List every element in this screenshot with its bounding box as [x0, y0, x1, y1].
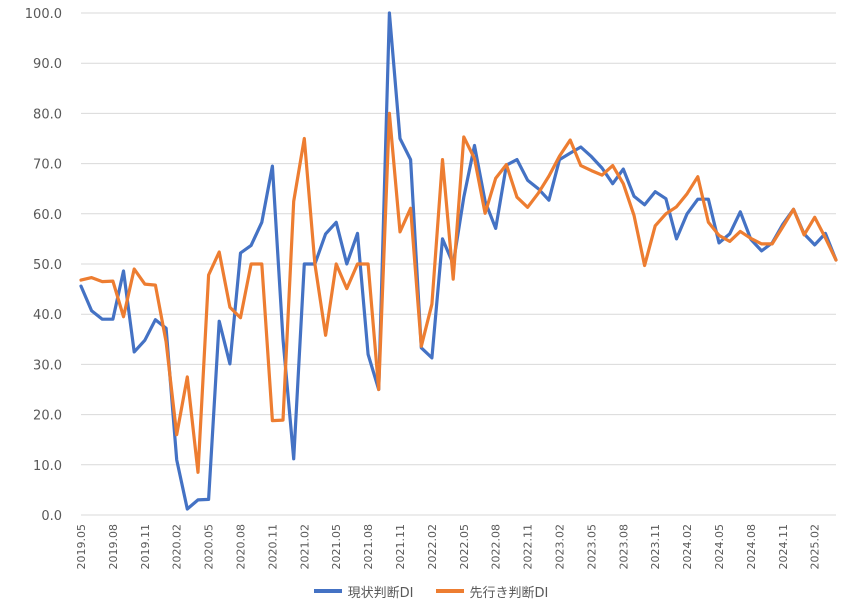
x-tick-label: 2023.11	[649, 524, 662, 570]
x-tick-label: 2019.08	[107, 524, 120, 570]
x-tick-label: 2024.05	[713, 524, 726, 570]
y-tick-label: 20.0	[33, 409, 62, 424]
x-tick-label: 2019.05	[75, 524, 88, 570]
y-tick-label: 70.0	[33, 158, 62, 173]
y-tick-label: 100.0	[25, 7, 62, 22]
legend-label-series-0: 現状判断DI	[347, 585, 414, 601]
y-tick-label: 60.0	[33, 208, 62, 223]
legend: 現状判断DI 先行き判断DI	[0, 580, 862, 602]
x-tick-label: 2024.11	[777, 524, 790, 570]
y-tick-label: 90.0	[33, 57, 62, 72]
legend-item-series-0: 現状判断DI	[313, 582, 414, 601]
x-tick-label: 2023.08	[617, 524, 630, 570]
x-tick-label: 2025.02	[809, 524, 822, 570]
x-tick-label: 2020.05	[203, 524, 216, 570]
y-tick-label: 40.0	[33, 308, 62, 323]
x-tick-label: 2024.02	[681, 524, 694, 570]
y-tick-label: 50.0	[33, 258, 62, 273]
series-line-1	[79, 111, 838, 474]
y-tick-label: 10.0	[33, 459, 62, 474]
legend-label-series-1: 先行き判断DI	[469, 585, 549, 601]
y-tick-label: 0.0	[41, 509, 62, 524]
x-tick-label: 2019.11	[139, 524, 152, 570]
x-tick-label: 2023.02	[554, 524, 567, 570]
x-tick-label: 2022.05	[458, 524, 471, 570]
x-tick-label: 2021.11	[394, 524, 407, 570]
x-tick-label: 2020.08	[235, 524, 248, 570]
y-tick-label: 30.0	[33, 358, 62, 373]
x-tick-label: 2023.05	[585, 524, 598, 570]
x-tick-label: 2021.05	[330, 524, 343, 570]
x-tick-label: 2022.02	[426, 524, 439, 570]
x-tick-label: 2020.02	[171, 524, 184, 570]
y-axis-ticks: 100.0 90.0 80.0 70.0 60.0 50.0 40.0 30.0 20.0 10.…	[25, 7, 62, 524]
x-tick-label: 2024.08	[745, 524, 758, 570]
x-axis-ticks: 2019.05 2019.08 2019.11 2020.02 2020.05 2020.…	[75, 524, 822, 570]
x-tick-label: 2022.11	[522, 524, 535, 570]
legend-swatch-series-1	[435, 589, 464, 593]
series-line-0	[79, 11, 838, 511]
legend-item-series-1: 先行き判断DI	[435, 582, 549, 601]
y-tick-label: 80.0	[33, 107, 62, 122]
x-tick-label: 2021.02	[298, 524, 311, 570]
legend-swatch-series-0	[313, 589, 342, 593]
x-tick-label: 2020.11	[266, 524, 279, 570]
x-tick-label: 2021.08	[362, 524, 375, 570]
x-tick-label: 2022.08	[490, 524, 503, 570]
series-lines	[79, 11, 838, 511]
